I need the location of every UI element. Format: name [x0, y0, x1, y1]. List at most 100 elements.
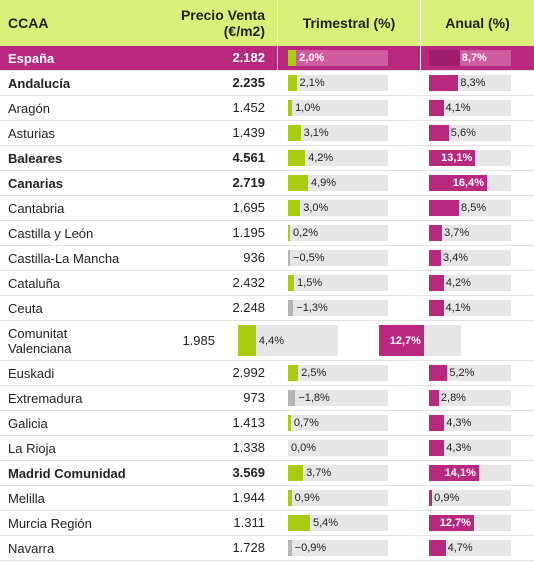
trimestral-label: 4,4% [258, 334, 284, 347]
anual-label: 13,1% [441, 152, 473, 164]
anual-label: 5,2% [449, 367, 475, 379]
row-price: 1.338 [232, 440, 265, 455]
row-trimestral: 5,4% [277, 511, 420, 535]
header-anual: Anual (%) [420, 0, 534, 46]
row-price: 4.561 [232, 150, 265, 165]
anual-label: 5,6% [450, 127, 476, 139]
row-trimestral: −1,8% [277, 386, 420, 410]
trimestral-track [288, 225, 388, 241]
trimestral-label: 1,0% [295, 102, 321, 114]
row-anual: 12,7% [420, 511, 534, 535]
row-anual: 8,7% [420, 46, 534, 70]
row-trimestral: 1,0% [277, 96, 420, 120]
anual-bar [429, 415, 445, 431]
header-trimestral: Trimestral (%) [277, 0, 420, 46]
anual-label: 4,3% [446, 417, 472, 429]
row-anual: 12,7% [370, 321, 484, 360]
row-name: Aragón [8, 100, 50, 116]
row-anual: 5,2% [420, 361, 534, 385]
table-row: Extremadura 973 −1,8% 2,8% [0, 386, 534, 411]
row-name: Cantabria [8, 200, 65, 216]
row-price: 936 [243, 250, 265, 265]
trimestral-bar [238, 325, 256, 356]
anual-label: 4,3% [446, 442, 472, 454]
row-name: Galicia [8, 415, 48, 431]
trimestral-track [288, 540, 388, 556]
trimestral-track [288, 75, 388, 91]
row-anual: 4,7% [420, 536, 534, 560]
table-row: Navarra 1.728 −0,9% 4,7% [0, 536, 534, 561]
row-name: Melilla [8, 490, 45, 506]
row-anual: 3,7% [420, 221, 534, 245]
row-price: 2.992 [232, 365, 265, 380]
row-price: 3.569 [232, 465, 265, 480]
row-price: 1.728 [232, 540, 265, 555]
anual-label: 8,3% [460, 77, 486, 89]
header-ccaa: CCAA [8, 15, 49, 31]
row-anual: 4,3% [420, 411, 534, 435]
anual-label: 4,1% [445, 102, 471, 114]
row-anual: 4,1% [420, 296, 534, 320]
anual-bar [429, 150, 476, 166]
anual-bar [429, 75, 459, 91]
row-trimestral: 0,0% [277, 436, 420, 460]
trimestral-label: 4,2% [308, 152, 334, 164]
anual-label: 14,1% [444, 467, 476, 479]
table-row: Melilla 1.944 0,9% 0,9% [0, 486, 534, 511]
trimestral-bar [288, 250, 291, 266]
anual-label: 0,9% [434, 492, 460, 504]
table-row: Galicia 1.413 0,7% 4,3% [0, 411, 534, 436]
trimestral-bar [288, 125, 301, 141]
row-anual: 3,4% [420, 246, 534, 270]
trimestral-bar [288, 175, 308, 191]
row-trimestral: 3,7% [277, 461, 420, 485]
trimestral-bar [288, 100, 293, 116]
trimestral-bar [288, 50, 297, 66]
row-trimestral: 0,9% [277, 486, 420, 510]
anual-bar [429, 365, 448, 381]
anual-bar [429, 50, 460, 66]
row-trimestral: 2,5% [277, 361, 420, 385]
row-trimestral: 4,2% [277, 146, 420, 170]
trimestral-label: 2,1% [299, 77, 325, 89]
trimestral-track [288, 415, 388, 431]
row-price: 1.439 [232, 125, 265, 140]
trimestral-track [288, 50, 388, 66]
trimestral-bar [288, 225, 290, 241]
table-row: Cantabria 1.695 3,0% 8,5% [0, 196, 534, 221]
row-anual: 0,9% [420, 486, 534, 510]
row-trimestral: 3,1% [277, 121, 420, 145]
row-name: Castilla y León [8, 225, 94, 241]
anual-track [429, 250, 511, 266]
row-anual: 13,1% [420, 146, 534, 170]
anual-track [429, 225, 511, 241]
anual-track [429, 415, 511, 431]
trimestral-label: 3,0% [303, 202, 329, 214]
row-price: 1.452 [232, 100, 265, 115]
row-price: 2.432 [232, 275, 265, 290]
table-row: Castilla y León 1.195 0,2% 3,7% [0, 221, 534, 246]
trimestral-bar [288, 365, 299, 381]
trimestral-track [288, 365, 388, 381]
anual-bar [429, 250, 442, 266]
trimestral-bar [288, 200, 301, 216]
anual-bar [429, 390, 439, 406]
anual-bar [429, 540, 446, 556]
trimestral-label: 2,5% [301, 367, 327, 379]
anual-track [429, 300, 511, 316]
row-anual: 2,8% [420, 386, 534, 410]
trimestral-track [288, 200, 388, 216]
table-row: Andalucía 2.235 2,1% 8,3% [0, 71, 534, 96]
table-row: Castilla-La Mancha 936 −0,5% 3,4% [0, 246, 534, 271]
anual-track [429, 540, 511, 556]
row-anual: 4,1% [420, 96, 534, 120]
anual-bar [429, 465, 479, 481]
table-row: Comunitat Valenciana 1.985 4,4% 12,7% [0, 321, 534, 361]
row-name: Madrid Comunidad [8, 465, 126, 481]
row-name: Asturias [8, 125, 55, 141]
anual-bar [429, 275, 444, 291]
anual-label: 4,1% [445, 302, 471, 314]
anual-label: 3,7% [444, 227, 470, 239]
trimestral-track [288, 125, 388, 141]
trimestral-label: −0,5% [293, 252, 325, 264]
